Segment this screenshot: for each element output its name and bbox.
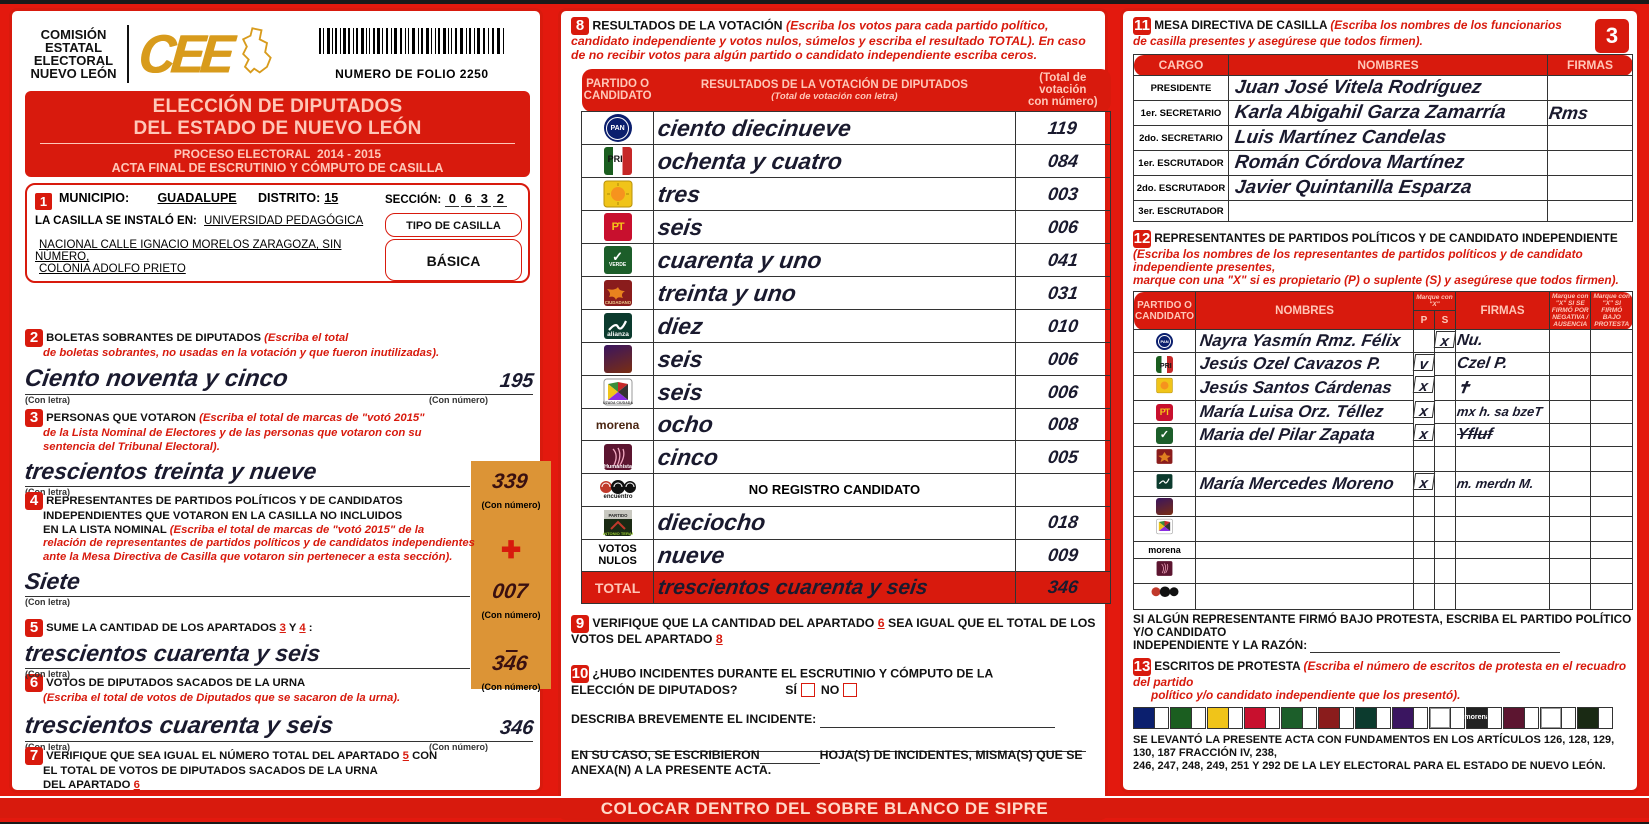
svg-text:encuentro: encuentro: [603, 494, 632, 500]
svg-text:ANTONIO TERAN: ANTONIO TERAN: [603, 531, 633, 536]
svg-text:Humanista: Humanista: [604, 464, 633, 470]
svg-text:alianza: alianza: [607, 331, 629, 338]
svg-text:CRUZADA CIUDADANA: CRUZADA CIUDADANA: [603, 401, 633, 405]
svg-text:PARTIDO: PARTIDO: [608, 513, 628, 518]
svg-text:CIUDADANO: CIUDADANO: [604, 300, 631, 305]
